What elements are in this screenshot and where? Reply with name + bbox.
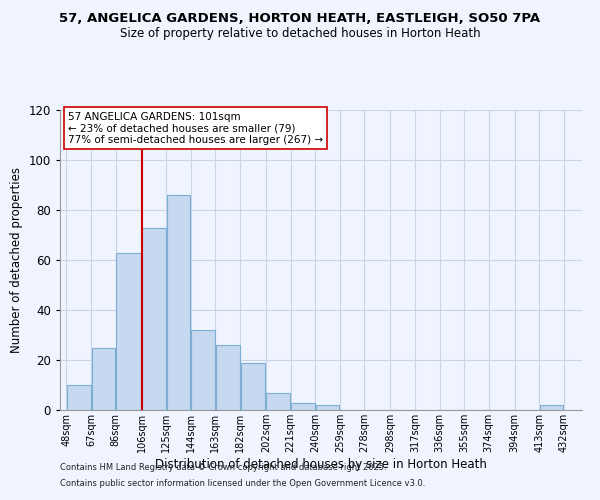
- Bar: [216, 345, 239, 410]
- Text: Contains public sector information licensed under the Open Government Licence v3: Contains public sector information licen…: [60, 478, 425, 488]
- Bar: [142, 228, 166, 410]
- Text: 57, ANGELICA GARDENS, HORTON HEATH, EASTLEIGH, SO50 7PA: 57, ANGELICA GARDENS, HORTON HEATH, EAST…: [59, 12, 541, 26]
- Bar: [67, 385, 91, 410]
- Text: 57 ANGELICA GARDENS: 101sqm
← 23% of detached houses are smaller (79)
77% of sem: 57 ANGELICA GARDENS: 101sqm ← 23% of det…: [68, 112, 323, 144]
- Text: Size of property relative to detached houses in Horton Heath: Size of property relative to detached ho…: [119, 28, 481, 40]
- Bar: [167, 195, 190, 410]
- Bar: [116, 252, 141, 410]
- Y-axis label: Number of detached properties: Number of detached properties: [10, 167, 23, 353]
- Bar: [316, 405, 339, 410]
- Bar: [540, 405, 563, 410]
- Bar: [291, 402, 314, 410]
- Bar: [241, 362, 265, 410]
- X-axis label: Distribution of detached houses by size in Horton Heath: Distribution of detached houses by size …: [155, 458, 487, 470]
- Bar: [92, 348, 115, 410]
- Bar: [191, 330, 215, 410]
- Bar: [266, 392, 290, 410]
- Text: Contains HM Land Registry data © Crown copyright and database right 2025.: Contains HM Land Registry data © Crown c…: [60, 464, 386, 472]
